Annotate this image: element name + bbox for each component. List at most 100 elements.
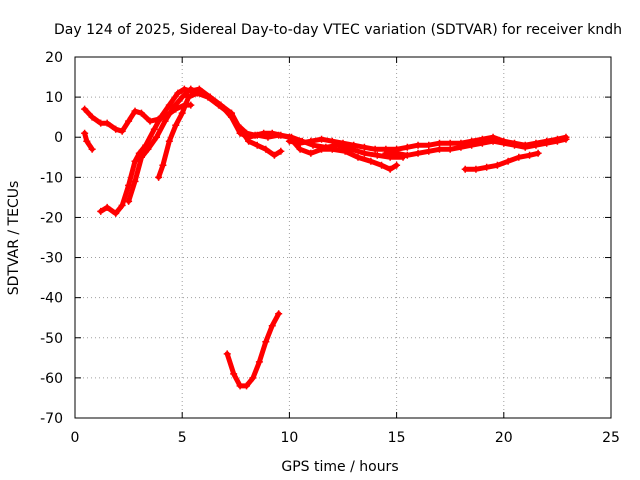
data-point — [131, 177, 139, 185]
data-point — [118, 127, 126, 135]
data-point — [178, 109, 186, 117]
data-point — [534, 149, 542, 157]
data-point — [489, 137, 497, 145]
x-tick-label: 0 — [71, 430, 80, 446]
y-tick-label: 20 — [45, 50, 63, 66]
series-arc-5 — [155, 89, 407, 181]
data-point — [339, 139, 347, 147]
data-point — [446, 145, 454, 153]
x-tick-label: 5 — [178, 430, 187, 446]
data-point — [174, 89, 182, 97]
x-tick-label: 20 — [495, 430, 513, 446]
y-tick-label: -50 — [40, 331, 63, 347]
data-point — [97, 207, 105, 215]
data-point — [543, 139, 551, 147]
data-point — [515, 153, 523, 161]
data-point — [403, 151, 411, 159]
data-point — [255, 358, 263, 366]
data-point — [386, 165, 394, 173]
data-point — [260, 129, 268, 137]
data-point — [393, 149, 401, 157]
data-point — [393, 161, 401, 169]
data-point — [285, 137, 293, 145]
y-tick-label: -20 — [40, 210, 63, 226]
data-point — [275, 310, 283, 318]
data-point — [532, 141, 540, 149]
data-point — [187, 101, 195, 109]
data-point — [125, 117, 133, 125]
data-point — [468, 141, 476, 149]
data-point — [360, 143, 368, 151]
data-point — [152, 133, 160, 141]
y-axis-label: SDTVAR / TECUs — [6, 181, 22, 296]
data-point — [137, 109, 145, 117]
data-point — [277, 147, 285, 155]
data-point — [277, 131, 285, 139]
data-point — [296, 139, 304, 147]
data-point — [150, 125, 158, 133]
data-point — [521, 143, 529, 151]
y-axis-tick-labels: -70 -60 -50 -40 -30 -20 -10 0 10 20 — [40, 50, 63, 427]
data-point — [354, 153, 362, 161]
data-point — [268, 322, 276, 330]
data-point — [403, 143, 411, 151]
data-point — [562, 135, 570, 143]
data-point — [328, 137, 336, 145]
data-point — [225, 109, 233, 117]
data-point — [243, 129, 251, 137]
y-tick-label: -70 — [40, 411, 63, 427]
data-point — [88, 145, 96, 153]
data-point — [425, 147, 433, 155]
series-arc-7 — [382, 135, 570, 159]
data-point — [125, 197, 133, 205]
data-point — [249, 374, 257, 382]
data-point — [112, 125, 120, 133]
data-point — [230, 370, 238, 378]
y-tick-label: -10 — [40, 170, 63, 186]
data-point — [425, 141, 433, 149]
x-tick-label: 15 — [388, 430, 406, 446]
x-axis-tick-labels: 0 5 10 15 20 25 — [71, 430, 620, 446]
data-point — [270, 151, 278, 159]
series-arc-8 — [461, 149, 542, 173]
data-point — [318, 135, 326, 143]
y-tick-label: 10 — [45, 90, 63, 106]
data-point — [251, 131, 259, 139]
data-point — [322, 143, 330, 151]
data-point — [103, 203, 111, 211]
data-point — [296, 145, 304, 153]
data-point — [118, 201, 126, 209]
data-point — [367, 157, 375, 165]
data-point — [187, 85, 195, 93]
data-point — [172, 121, 180, 129]
data-point — [307, 149, 315, 157]
data-point — [262, 338, 270, 346]
series-arc-9 — [223, 310, 283, 390]
data-point — [414, 149, 422, 157]
data-point — [103, 119, 111, 127]
data-point — [178, 93, 186, 101]
data-point — [371, 145, 379, 153]
data-point — [483, 163, 491, 171]
data-point — [504, 157, 512, 165]
data-point — [125, 181, 133, 189]
data-point — [165, 101, 173, 109]
y-tick-label: -60 — [40, 371, 63, 387]
data-point — [446, 139, 454, 147]
data-point — [131, 157, 139, 165]
data-point — [262, 145, 270, 153]
data-point — [223, 350, 231, 358]
data-point — [268, 129, 276, 137]
data-point — [461, 165, 469, 173]
data-point — [159, 161, 167, 169]
data-point — [180, 85, 188, 93]
data-point — [165, 137, 173, 145]
data-point — [414, 141, 422, 149]
data-point — [500, 139, 508, 147]
data-point — [236, 129, 244, 137]
data-point — [97, 119, 105, 127]
data-point — [204, 93, 212, 101]
data-point — [493, 161, 501, 169]
y-tick-label: 0 — [54, 130, 63, 146]
data-point — [360, 149, 368, 157]
